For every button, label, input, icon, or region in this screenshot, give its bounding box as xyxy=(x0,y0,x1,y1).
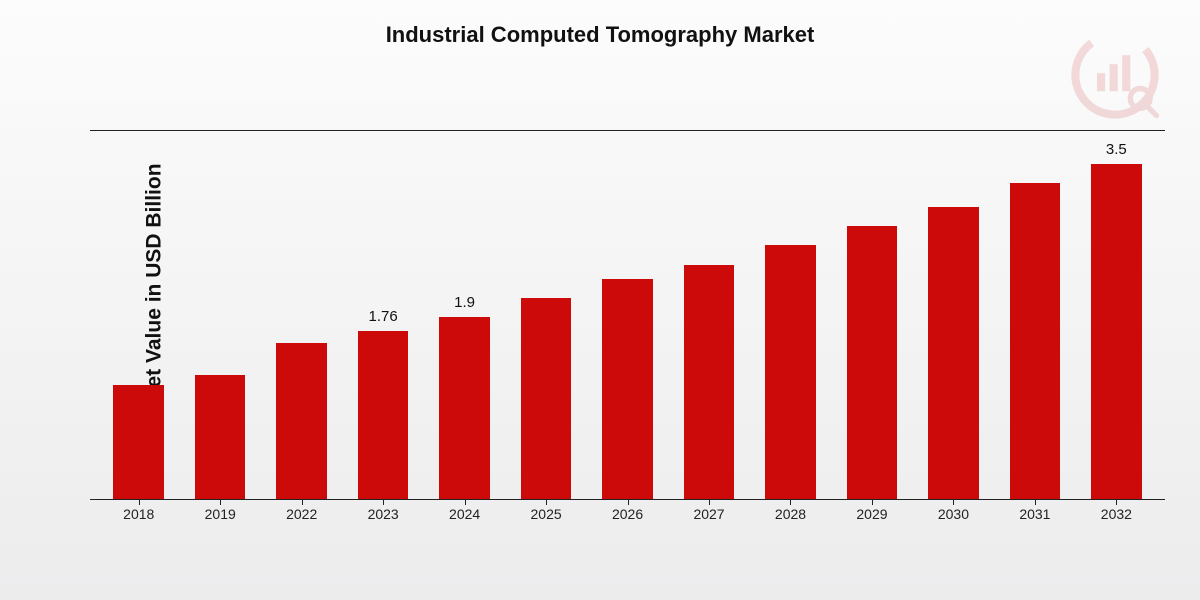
x-tick-label: 2025 xyxy=(505,506,586,522)
bar-slot xyxy=(750,130,831,500)
x-tick xyxy=(953,500,954,505)
bar-slot xyxy=(587,130,668,500)
x-tick xyxy=(546,500,547,505)
x-tick-label: 2031 xyxy=(994,506,1075,522)
x-tick xyxy=(790,500,791,505)
bar xyxy=(276,343,327,500)
x-tick-label: 2032 xyxy=(1076,506,1157,522)
x-tick xyxy=(1116,500,1117,505)
bar-value-label: 3.5 xyxy=(1106,141,1127,158)
x-tick xyxy=(139,500,140,505)
x-tick xyxy=(465,500,466,505)
bar xyxy=(684,265,735,500)
x-tick xyxy=(709,500,710,505)
x-axis-labels: 2018201920222023202420252026202720282029… xyxy=(90,506,1165,522)
x-tick-label: 2029 xyxy=(831,506,912,522)
bar-slot xyxy=(98,130,179,500)
bar-slot xyxy=(831,130,912,500)
bar xyxy=(1091,164,1142,500)
x-tick-label: 2028 xyxy=(750,506,831,522)
bar xyxy=(195,375,246,500)
mrf-logo-icon xyxy=(1070,30,1160,125)
bar xyxy=(765,245,816,500)
bar-slot: 3.5 xyxy=(1076,130,1157,500)
bar xyxy=(113,385,164,500)
bar-value-label: 1.9 xyxy=(454,294,475,311)
x-tick xyxy=(383,500,384,505)
bar xyxy=(602,279,653,500)
x-tick xyxy=(220,500,221,505)
bar xyxy=(358,331,409,500)
bar xyxy=(1010,183,1061,500)
bars-container: 1.76 1.9 3.5 xyxy=(90,130,1165,500)
x-tick xyxy=(302,500,303,505)
bar-slot xyxy=(994,130,1075,500)
bar-slot xyxy=(505,130,586,500)
x-tick xyxy=(1035,500,1036,505)
x-tick-label: 2026 xyxy=(587,506,668,522)
x-tick-label: 2030 xyxy=(913,506,994,522)
chart-canvas: Industrial Computed Tomography Market Ma… xyxy=(0,0,1200,600)
bar-slot: 1.9 xyxy=(424,130,505,500)
x-tick-label: 2022 xyxy=(261,506,342,522)
bar-value-label: 1.76 xyxy=(369,308,398,325)
x-tick xyxy=(872,500,873,505)
bar-slot xyxy=(913,130,994,500)
bar xyxy=(439,317,490,500)
bar xyxy=(521,298,572,500)
x-tick-label: 2027 xyxy=(668,506,749,522)
bar-slot: 1.76 xyxy=(342,130,423,500)
bar xyxy=(928,207,979,500)
chart-title: Industrial Computed Tomography Market xyxy=(0,22,1200,48)
x-tick-label: 2023 xyxy=(342,506,423,522)
bar-slot xyxy=(668,130,749,500)
x-axis-line xyxy=(90,499,1165,500)
bar-slot xyxy=(179,130,260,500)
plot-area: 1.76 1.9 3.5 xyxy=(90,130,1165,500)
x-tick-label: 2019 xyxy=(179,506,260,522)
x-tick xyxy=(628,500,629,505)
bar xyxy=(847,226,898,500)
x-tick-label: 2024 xyxy=(424,506,505,522)
bar-slot xyxy=(261,130,342,500)
x-tick-label: 2018 xyxy=(98,506,179,522)
